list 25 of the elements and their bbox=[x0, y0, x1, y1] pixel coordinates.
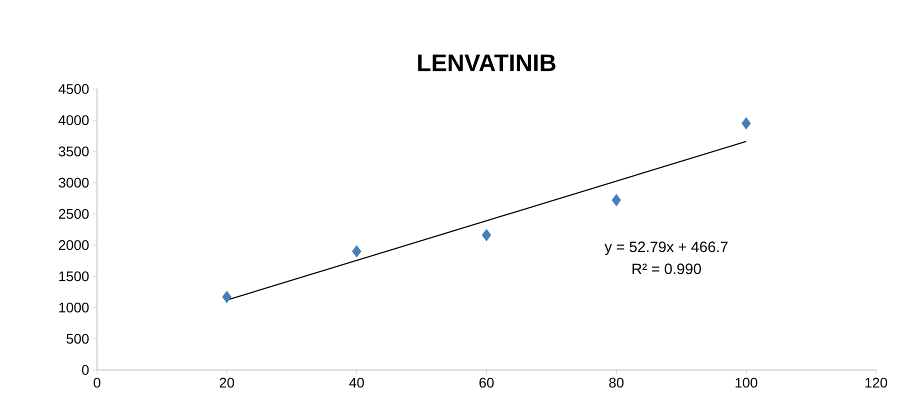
point bbox=[741, 117, 751, 130]
y-tick-label: 2500 bbox=[58, 208, 89, 219]
x-tick-label: 60 bbox=[479, 378, 494, 388]
x-tick-label: 0 bbox=[94, 378, 100, 388]
x-tick-label: 80 bbox=[609, 378, 624, 388]
y-tick-label: 2000 bbox=[58, 240, 89, 250]
y-tick-label: 500 bbox=[66, 334, 89, 344]
point bbox=[222, 290, 232, 304]
x-tick-label: 40 bbox=[349, 378, 364, 388]
point bbox=[352, 245, 362, 258]
y-tick-label: 1500 bbox=[59, 271, 89, 282]
annotation: R² = 0.990 bbox=[632, 264, 701, 274]
y-tick-label: 0 bbox=[82, 365, 89, 375]
x-tick-label: 100 bbox=[736, 378, 758, 388]
point bbox=[482, 228, 492, 242]
y-tick-label: 4500 bbox=[58, 84, 89, 94]
point bbox=[612, 194, 622, 206]
y-tick-label: 1000 bbox=[59, 302, 89, 312]
annotation: y = 52.79x + 466.7 bbox=[604, 242, 728, 256]
x-tick-label: 120 bbox=[865, 378, 888, 388]
chart-title: LENVATINIB bbox=[418, 54, 556, 72]
y-tick-label: 3500 bbox=[58, 146, 89, 156]
y-tick-label: 4000 bbox=[58, 115, 89, 126]
x-tick-label: 20 bbox=[220, 378, 234, 388]
y-tick-label: 3000 bbox=[58, 178, 89, 188]
